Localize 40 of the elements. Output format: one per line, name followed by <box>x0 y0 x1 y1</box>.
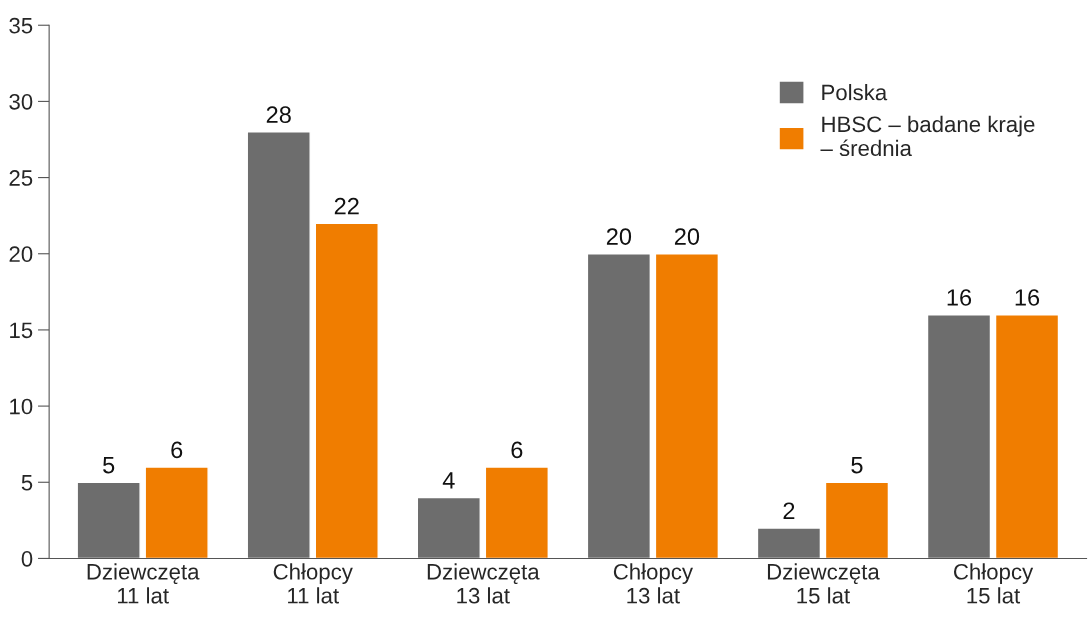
y-tick-label: 25 <box>9 170 33 186</box>
bar <box>926 313 992 559</box>
bar <box>824 481 890 559</box>
y-tick-label: 30 <box>9 93 33 110</box>
y-tick-label: 10 <box>10 398 33 415</box>
data-label: 20 <box>606 228 632 245</box>
x-tick-label: Dziewczęta 15 lat <box>767 563 880 604</box>
bar <box>586 253 652 559</box>
x-tick-label: Chłopcy 13 lat <box>613 563 693 604</box>
bar <box>654 253 720 559</box>
legend-label: Polska <box>822 84 888 101</box>
data-label: 2 <box>783 502 795 519</box>
y-tick-label: 20 <box>9 246 33 263</box>
data-label: 22 <box>334 197 359 215</box>
bar <box>76 481 141 559</box>
data-label: 5 <box>103 456 115 474</box>
bar <box>994 313 1060 559</box>
data-label: 16 <box>1015 289 1040 306</box>
data-label: 16 <box>947 289 972 306</box>
bar <box>144 466 209 559</box>
x-tick-label: Chłopcy 15 lat <box>953 563 1034 604</box>
legend-label: HBSC – badane kraje – średnia <box>820 115 1035 157</box>
x-tick-label: Dziewczęta 13 lat <box>427 563 540 604</box>
data-label: 6 <box>171 441 183 459</box>
x-tick-label: Chłopcy 11 lat <box>273 563 353 604</box>
data-label: 5 <box>851 456 863 474</box>
bar <box>416 496 481 559</box>
y-tick-label: 15 <box>10 322 33 339</box>
y-tick-label: 5 <box>21 475 33 491</box>
y-tick-label: 0 <box>21 550 33 567</box>
x-tick-label: Dziewczęta 11 lat <box>87 563 200 604</box>
data-label: 20 <box>674 228 700 245</box>
y-tick-label: 35 <box>9 17 33 34</box>
bar <box>314 222 379 559</box>
data-label: 4 <box>442 472 455 489</box>
bar <box>484 466 549 559</box>
bar <box>756 527 822 559</box>
bar <box>246 131 311 559</box>
data-label: 6 <box>511 441 523 459</box>
data-label: 28 <box>266 106 291 124</box>
